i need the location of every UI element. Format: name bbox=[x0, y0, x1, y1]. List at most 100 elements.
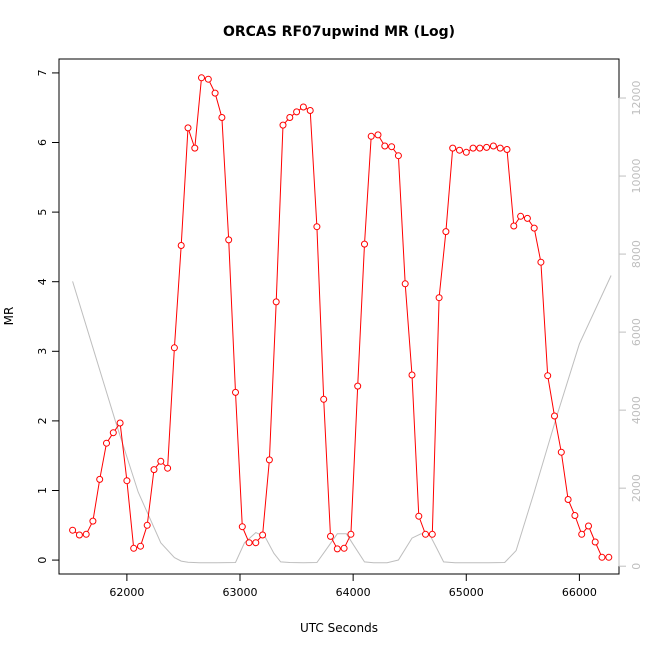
mr-data-point bbox=[456, 146, 463, 154]
chart-title: ORCAS RF07upwind MR (Log) bbox=[223, 24, 455, 40]
mr-data-point bbox=[557, 448, 565, 456]
mr-data-point bbox=[483, 143, 491, 151]
mr-data-point bbox=[272, 298, 280, 306]
mr-data-point bbox=[510, 222, 518, 230]
y2-tick-label: 10000 bbox=[630, 159, 643, 194]
mr-data-point bbox=[211, 89, 219, 97]
x-axis: 62000 63000 64000 65000 66000 bbox=[109, 573, 597, 599]
mr-data-point bbox=[435, 294, 443, 302]
mr-data-point bbox=[286, 114, 294, 121]
mr-data-point bbox=[591, 538, 599, 546]
mr-data-point bbox=[367, 132, 375, 140]
mr-data-point bbox=[469, 144, 477, 152]
mr-data-point bbox=[388, 143, 396, 151]
y2-tick-label: 0 bbox=[630, 563, 643, 570]
mr-data-point bbox=[103, 439, 110, 447]
mr-data-point bbox=[578, 530, 586, 538]
mr-data-point bbox=[150, 466, 158, 474]
x-tick-label: 62000 bbox=[109, 586, 144, 599]
mr-data-point bbox=[245, 539, 253, 547]
mr-data-point bbox=[265, 456, 273, 464]
mr-data-point bbox=[489, 142, 497, 150]
y-axis-label: MR bbox=[2, 307, 16, 326]
y-tick-label: 1 bbox=[36, 487, 49, 494]
mr-data-point bbox=[408, 371, 416, 379]
y2-tick-label: 2000 bbox=[630, 474, 643, 502]
mr-data-point bbox=[496, 144, 504, 152]
y-axis-right: 0 2000 4000 6000 8000 10000 12000 bbox=[618, 81, 643, 570]
mr-data-point bbox=[238, 523, 246, 531]
mr-data-point bbox=[585, 522, 592, 530]
mr-data-point bbox=[381, 142, 389, 150]
mr-data-point bbox=[75, 531, 83, 539]
y-tick-label: 5 bbox=[36, 209, 49, 216]
mr-data-point bbox=[476, 144, 484, 152]
mr-data-point bbox=[177, 242, 185, 249]
y2-tick-label: 8000 bbox=[630, 240, 643, 268]
mr-data-point bbox=[164, 464, 172, 472]
mr-data-point bbox=[299, 103, 307, 111]
mr-data-point bbox=[130, 544, 138, 552]
mr-data-point bbox=[503, 146, 511, 153]
mr-data-point bbox=[293, 108, 301, 116]
x-tick-label: 65000 bbox=[449, 586, 484, 599]
mr-data-point bbox=[184, 124, 192, 132]
mr-data-point bbox=[191, 144, 199, 152]
mr-data-point bbox=[218, 114, 226, 121]
plot-area bbox=[58, 58, 620, 575]
mr-data-point bbox=[422, 530, 429, 538]
mr-data-point bbox=[259, 531, 267, 539]
mr-data-point bbox=[252, 539, 260, 547]
mr-data-point bbox=[204, 75, 212, 83]
mr-data-point bbox=[333, 545, 341, 553]
mr-data-point bbox=[374, 131, 382, 139]
mr-data-point bbox=[462, 148, 470, 156]
mr-data-point bbox=[137, 542, 144, 550]
y-tick-label: 0 bbox=[36, 557, 49, 564]
mr-data-point bbox=[347, 530, 355, 538]
mr-data-point bbox=[96, 475, 104, 483]
mr-data-point bbox=[530, 224, 538, 232]
x-axis-label: UTC Seconds bbox=[300, 621, 378, 635]
mr-data-point bbox=[354, 382, 362, 390]
mr-data-point bbox=[449, 144, 457, 152]
mr-data-point bbox=[116, 419, 124, 427]
x-tick-label: 63000 bbox=[223, 586, 258, 599]
mr-data-point bbox=[306, 107, 314, 114]
mr-data-point bbox=[232, 388, 239, 396]
x-tick-label: 66000 bbox=[562, 586, 597, 599]
mr-data-point bbox=[428, 530, 436, 538]
mr-data-point bbox=[313, 223, 321, 231]
y-tick-label: 7 bbox=[36, 69, 49, 76]
x-tick-label: 64000 bbox=[336, 586, 371, 599]
y-tick-label: 6 bbox=[36, 139, 49, 146]
mr-data-point bbox=[69, 526, 77, 534]
mr-data-point bbox=[605, 553, 613, 561]
y2-tick-label: 6000 bbox=[630, 318, 643, 346]
mr-data-point bbox=[327, 532, 334, 540]
series-layer bbox=[69, 74, 613, 564]
y2-tick-label: 4000 bbox=[630, 396, 643, 424]
mr-data-point bbox=[170, 344, 178, 352]
mr-data-point bbox=[523, 214, 531, 222]
mr-data-point bbox=[143, 521, 151, 529]
mr-data-point bbox=[415, 512, 423, 520]
mr-data-point bbox=[564, 496, 572, 503]
mr-data-point bbox=[109, 429, 117, 437]
mr-data-point bbox=[198, 74, 205, 82]
mr-data-point bbox=[225, 236, 233, 244]
y-tick-label: 4 bbox=[36, 278, 49, 285]
mr-data-point bbox=[157, 457, 165, 465]
y2-tick-label: 12000 bbox=[630, 81, 643, 116]
mr-data-point bbox=[89, 517, 97, 525]
mr-series-line bbox=[72, 77, 609, 558]
mr-data-point bbox=[544, 372, 552, 380]
mr-data-point bbox=[340, 544, 348, 552]
mr-data-point bbox=[517, 212, 525, 220]
mr-data-point bbox=[279, 121, 287, 129]
mr-data-point bbox=[551, 412, 558, 420]
y-tick-label: 2 bbox=[36, 417, 49, 424]
mr-data-point bbox=[571, 512, 579, 519]
mr-data-point bbox=[537, 258, 545, 266]
